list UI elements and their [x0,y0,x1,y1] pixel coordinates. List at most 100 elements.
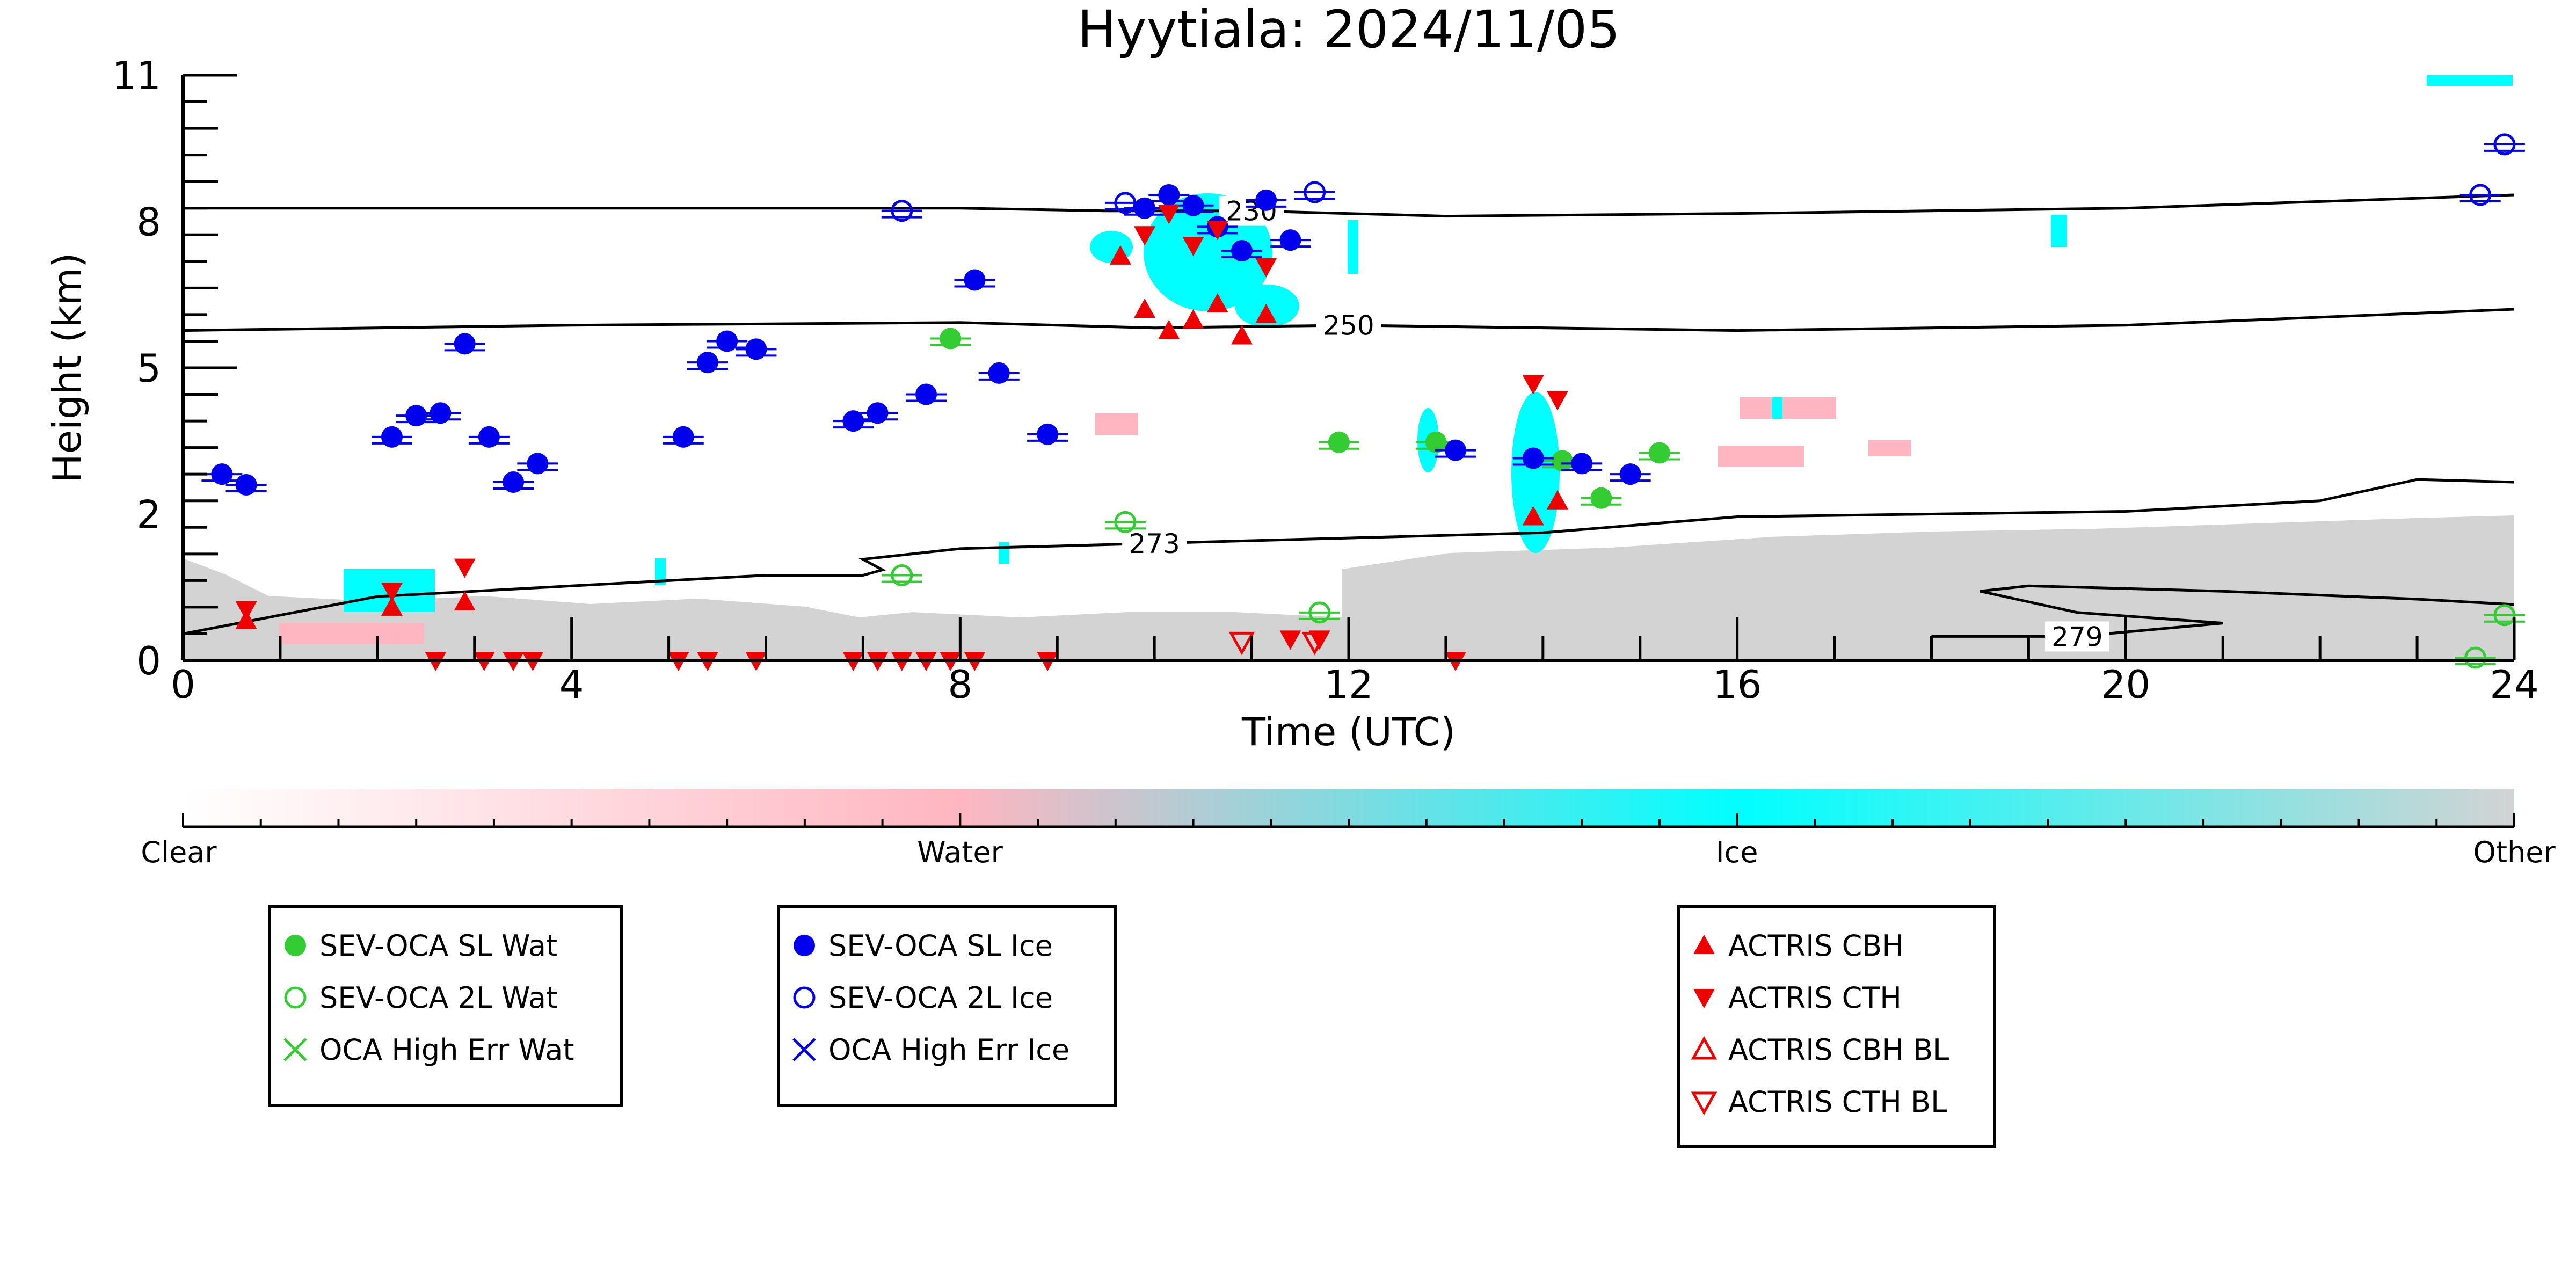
legend-marker-icon [792,1038,816,1061]
legend-actris: ACTRIS CBH ACTRIS CTH ACTRIS CBH BL ACTR… [1677,905,1996,1148]
contour-label: 250 [1323,310,1374,341]
legend-swatch [1680,929,1728,962]
sev-oca-sl-ice-point [988,362,1010,384]
legend-marker [1691,1091,1718,1116]
sev-oca-2l-wat-point [2464,646,2487,669]
legend-swatch [1680,981,1728,1014]
actris-cbh-point [1182,309,1204,329]
colorbar-label-other: Other [2473,835,2556,869]
legend-entry: SEV-OCA SL Ice [780,928,1053,963]
legend-label: ACTRIS CTH [1728,980,1902,1015]
sev-oca-sl-ice-point [1158,184,1180,206]
legend-marker [1693,989,1715,1008]
legend-ice: SEV-OCA SL Ice SEV-OCA 2L Ice OCA High E… [777,905,1117,1107]
sev-oca-sl-ice-point [745,338,767,360]
sev-oca-sl-ice-point [964,269,986,291]
legend-swatch [271,1034,319,1066]
sev-oca-sl-ice-point [405,405,427,427]
actris-cth-point [1182,237,1204,257]
contour-label-bg [2044,621,2109,652]
y-tick-label: 2 [136,492,161,537]
contour-label-bg [1122,528,1187,558]
legend-marker-icon [794,935,815,956]
legend-marker [794,935,815,956]
sev-oca-2l-wat-point [1308,601,1331,624]
legend-entry: ACTRIS CBH BL [1680,1033,1949,1067]
legend-label: OCA High Err Ice [828,1032,1070,1067]
sev-oca-sl-ice-point [1182,194,1204,216]
x-axis-ticks: 0 4 8 12 16 20 24 [171,617,2539,707]
legend-marker-icon [793,986,816,1009]
legend-label: ACTRIS CBH [1728,928,1904,963]
sev-oca-sl-ice-point [696,352,718,374]
sev-oca-sl-ice-point [235,474,257,496]
legend-entry: ACTRIS CBH [1680,928,1904,963]
sev-oca-sl-ice-point [1231,240,1253,261]
other-region-right [1342,515,2514,660]
sev-oca-sl-ice-point [716,330,738,352]
legend-marker-icon [1691,1091,1718,1116]
legend-label: SEV-OCA SL Ice [828,928,1053,963]
actris-cbh-point [1109,245,1131,265]
legend-entry: OCA High Err Wat [271,1032,574,1067]
legend-label: SEV-OCA 2L Ice [828,980,1053,1015]
actris-cbh-point [454,591,476,610]
y-axis-ticks: 0 2 5 8 11 [112,53,237,683]
actris-cth-point [381,583,403,602]
actris-cth-point [1134,226,1156,246]
legend-marker-icon [283,1038,307,1061]
x-tick-label: 24 [2490,662,2539,707]
actris-cbh-point [1255,303,1277,323]
y-tick-label: 11 [112,53,161,98]
actris-cbh-point [1546,490,1568,510]
legend-marker-icon [1691,1036,1718,1060]
sev-oca-sl-ice-point [915,383,937,405]
y-tick-label: 8 [136,200,161,245]
y-tick-label: 5 [136,346,161,391]
sev-oca-sl-ice-point [1522,447,1544,469]
contour-line [183,308,2514,332]
sev-oca-2l-ice-point [2469,184,2492,206]
sev-oca-sl-ice-point [842,410,864,432]
colorbar-label-clear: Clear [141,835,217,869]
legend-marker [283,1038,307,1061]
legend-entry: SEV-OCA SL Wat [271,929,557,963]
chart-title: Hyytiala: 2024/11/05 [1078,0,1620,60]
legend-marker [792,1038,816,1061]
actris-cth-point [1522,375,1544,395]
legend-swatch [271,929,319,962]
actris-cth-point [1546,391,1568,411]
sev-oca-sl-ice-point [1037,423,1059,445]
sev-oca-sl-ice-point [430,402,452,424]
actris-cbh-point [381,596,403,616]
sev-oca-sl-ice-point [211,463,233,485]
legend-label: SEV-OCA 2L Wat [319,980,558,1015]
cloud-height-markers [201,133,2525,671]
legend-swatch [1680,1086,1728,1118]
x-tick-label: 16 [1713,662,1762,707]
ice-patch [655,558,666,585]
legend-label: OCA High Err Wat [319,1032,574,1067]
sev-oca-sl-wat-point [1590,487,1612,509]
sev-oca-sl-wat-point [1648,442,1670,464]
legend-entry: SEV-OCA 2L Wat [271,980,558,1015]
legend-swatch [780,981,828,1014]
sev-oca-sl-wat-point [1328,431,1350,453]
actris-cbh-point [1158,319,1180,339]
actris-cbh-point [1522,506,1544,526]
legend-marker-icon [1693,935,1715,954]
sev-oca-sl-wat-point [940,328,962,350]
actris-cth-point [1279,630,1301,650]
other-region-left [183,558,1342,660]
water-patch [1740,397,1836,419]
actris-cth-point [1158,205,1180,224]
legend-marker-icon [284,986,307,1009]
x-tick-label: 20 [2101,662,2151,707]
legend-entry: OCA High Err Ice [780,1032,1070,1067]
contour-label: 279 [2051,621,2102,652]
actris-cbh-point [1231,325,1253,345]
contour-label: 273 [1129,528,1180,559]
legend-swatch [780,1034,828,1066]
colorbar-ticks [182,813,2515,827]
